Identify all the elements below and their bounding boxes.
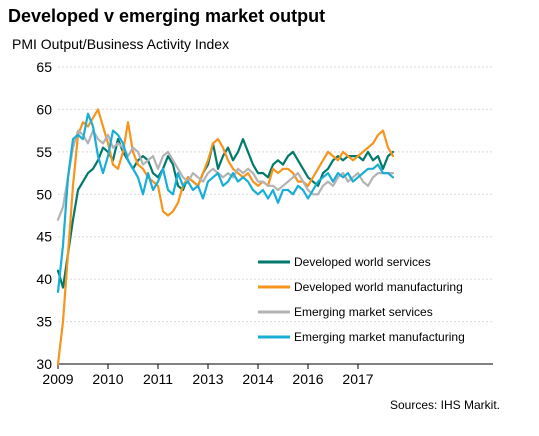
x-tick-label: 2016 [292, 371, 323, 387]
axes [57, 363, 493, 369]
x-tick-label: 2011 [143, 371, 173, 387]
y-tick-label: 30 [36, 356, 52, 372]
legend-label: Developed world manufacturing [294, 280, 463, 294]
series-line-emerging-market-services [56, 129, 395, 221]
series-line-developed-world-manufacturing [56, 108, 395, 366]
legend: Developed world services Developed world … [258, 255, 465, 344]
x-tick-labels: 2009 2010 2011 2013 2014 2016 2017 [42, 371, 373, 387]
y-tick-label: 55 [36, 144, 52, 160]
x-tick-label: 2017 [342, 371, 373, 387]
x-tick-label: 2009 [42, 371, 73, 387]
y-tick-labels: 30 35 40 45 50 55 60 65 [36, 59, 52, 372]
y-tick-label: 65 [36, 59, 52, 75]
source-note: Sources: IHS Markit. [389, 398, 500, 412]
y-tick-label: 35 [36, 314, 52, 330]
series-lines [56, 108, 395, 366]
y-tick-label: 40 [36, 271, 52, 287]
x-tick-label: 2010 [92, 371, 123, 387]
x-tick-label: 2014 [242, 371, 273, 387]
chart-title: Developed v emerging market output [8, 6, 326, 26]
y-tick-label: 50 [36, 186, 52, 202]
y-tick-label: 60 [36, 101, 52, 117]
chart-subtitle: PMI Output/Business Activity Index [12, 36, 230, 52]
y-tick-label: 45 [36, 229, 52, 245]
legend-label: Developed world services [294, 255, 431, 269]
series-line-emerging-market-manufacturing [56, 112, 395, 293]
legend-label: Emerging market services [294, 305, 433, 319]
x-tick-label: 2013 [192, 371, 223, 387]
legend-label: Emerging market manufacturing [294, 330, 465, 344]
